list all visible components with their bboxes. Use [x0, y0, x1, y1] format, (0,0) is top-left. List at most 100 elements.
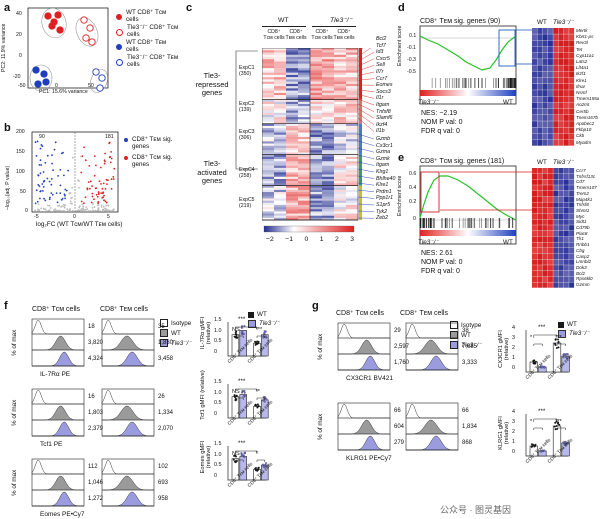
panel-label-e: e [398, 152, 404, 164]
gene-label: Il7r [376, 69, 393, 76]
volcano-point [111, 158, 113, 160]
heatmap-cell [262, 108, 274, 110]
pca-x-label: PC1: 15.6% variance [39, 90, 88, 95]
volcano-point [85, 206, 87, 208]
heatmap-cell [274, 57, 286, 59]
heatmap-cell [322, 166, 334, 168]
gsea-heat-cell [543, 140, 548, 146]
heatmap-cell [298, 70, 310, 72]
heatmap-cell [310, 214, 322, 216]
heatmap-cell [286, 139, 298, 141]
gsea-heat-cell [543, 109, 548, 115]
gmfi-dot [244, 392, 246, 394]
gene-label: Tnfsf8 [376, 109, 393, 116]
heatmap-cell [262, 141, 274, 143]
heatmap-cell [322, 209, 334, 211]
flow-histogram-curve [406, 324, 458, 338]
heatmap-cell [310, 172, 322, 174]
gmfi-dot [257, 404, 259, 406]
volcano-point [34, 210, 36, 212]
gsea-heat-cell [548, 115, 553, 121]
heatmap-cell [274, 188, 286, 190]
heatmap-body [262, 48, 372, 238]
heatmap-cell [286, 124, 298, 126]
heatmap-cell [310, 170, 322, 172]
gsea-heat-cell [569, 242, 574, 247]
volcano-point [94, 155, 96, 157]
sig-label: *** [538, 409, 545, 415]
heatmap-cell [298, 179, 310, 181]
gsea-heat-cell [569, 225, 574, 230]
gene-label: Gzma [376, 149, 395, 156]
gsea-heat-cell [569, 219, 574, 224]
gene-label: Prdm1 [376, 189, 395, 196]
gsea-heat-cell [548, 96, 553, 102]
gsea-heat-cell [553, 185, 558, 190]
gsea-heat-cell [537, 109, 542, 115]
gsea-heat-cell [537, 53, 542, 59]
flow-histogram [334, 322, 392, 372]
heatmap-cell [286, 203, 298, 205]
heatmap-cell [298, 68, 310, 70]
heatmap-cluster-label: ExpC5 (219) [239, 198, 261, 210]
gmfi-dot [244, 390, 246, 392]
heatmap-cell [274, 214, 286, 216]
legend-dot-icon [116, 59, 123, 66]
heatmap-cell [262, 91, 274, 93]
gsea-e-ytick: 0.2 [409, 200, 416, 205]
heatmap-cell [286, 91, 298, 93]
heatmap-cell [274, 179, 286, 181]
gmfi-dot [533, 360, 535, 362]
flow-gmfi-value: 2,070 [158, 426, 173, 432]
flow-gmfi-value: 1,830 [158, 340, 173, 346]
gsea-heat-cell [553, 168, 558, 173]
heatmap-cell [334, 88, 346, 90]
sig-bracket [534, 419, 557, 422]
legend-swatch-icon [558, 322, 564, 328]
heatmap-cell [262, 207, 274, 209]
gsea-heat-cell [564, 96, 569, 102]
heatmap-cell [322, 133, 334, 135]
heatmap-cell [262, 130, 274, 132]
heatmap-cell [286, 95, 298, 97]
heatmap-cell [262, 139, 274, 141]
heatmap-cell [298, 55, 310, 57]
heatmap-cell [310, 48, 322, 50]
heatmap-cell [334, 130, 346, 132]
heatmap-cell [322, 61, 334, 63]
volcano-point [43, 208, 45, 210]
heatmap-cell [286, 179, 298, 181]
gsea-heat-cell [543, 90, 548, 96]
heatmap-cell [262, 77, 274, 79]
heatmap-cell [298, 146, 310, 148]
volcano-point [97, 202, 99, 204]
panel-label-g: g [312, 300, 319, 312]
gsea-heat-cell [564, 134, 569, 140]
heatmap-cell [346, 133, 358, 135]
volcano-point [111, 178, 113, 180]
heatmap-cell [322, 141, 334, 143]
heatmap-cell [322, 146, 334, 148]
heatmap-cell [310, 111, 322, 113]
volcano-point [37, 184, 39, 186]
gsea-d-ytick: 0.1 [409, 34, 416, 39]
volcano-point [97, 196, 99, 198]
gsea-heat-cell [537, 259, 542, 264]
heatmap-cell [334, 175, 346, 177]
heatmap-cell [274, 59, 286, 61]
heatmap-cell [286, 50, 298, 52]
gmfi-dot [264, 401, 266, 403]
heatmap-cell [286, 150, 298, 152]
pca-point [93, 69, 99, 75]
heatmap-cell [346, 161, 358, 163]
flow-g-col2-title: CD8⁺ Tᴇᴍ cells [400, 310, 448, 317]
heatmap-cell [334, 205, 346, 207]
gsea-heat-cell [543, 197, 548, 202]
heatmap-cell [274, 181, 286, 183]
flow-legend-label: WT [171, 330, 181, 337]
heatmap-cell [286, 211, 298, 213]
heatmap-cell [286, 141, 298, 143]
gmfi-dot [554, 426, 556, 428]
heatmap-cell [262, 66, 274, 68]
